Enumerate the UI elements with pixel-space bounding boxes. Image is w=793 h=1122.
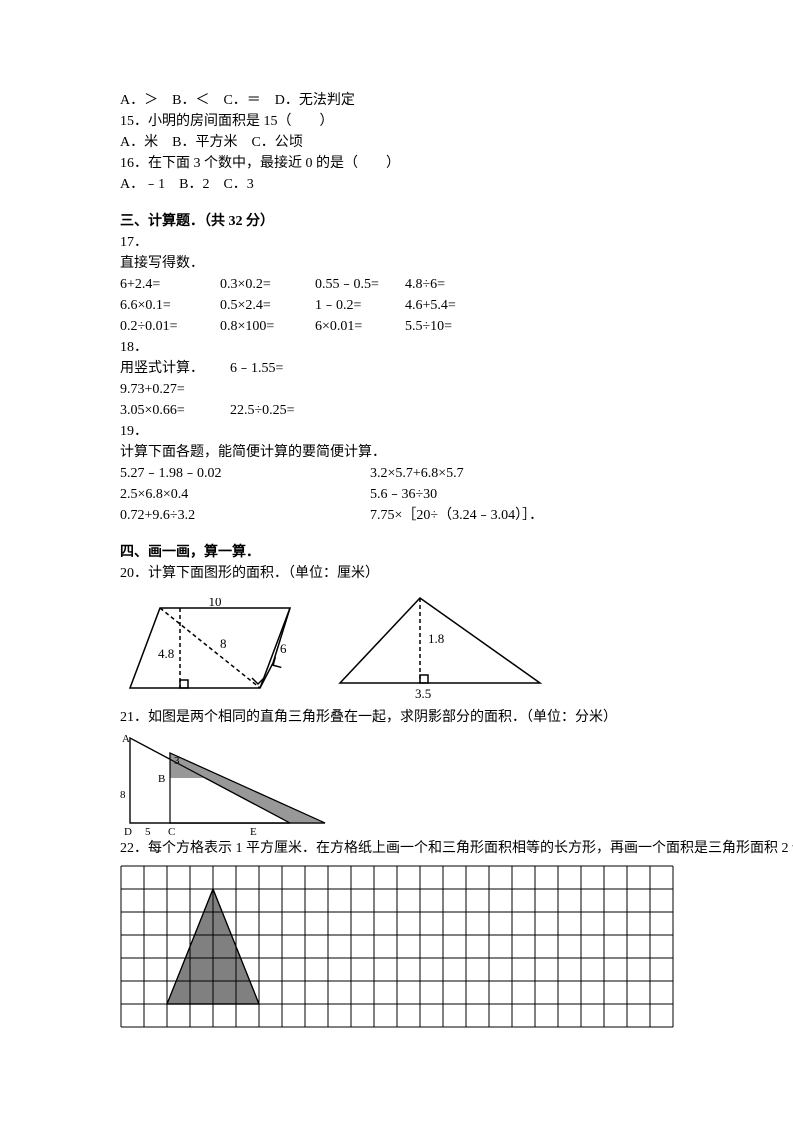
label-10: 10 [209, 598, 222, 609]
calc-cell: 6×0.01= [315, 316, 405, 337]
exam-page: A．＞ B．＜ C．＝ D．无法判定 15．小明的房间面积是 15（ ） A．米… [0, 0, 793, 1122]
label-C: C [168, 826, 175, 838]
calc-cell: 1﹣0.2= [315, 295, 405, 316]
calc-cell: 5.6﹣36÷30 [370, 484, 630, 505]
q17-title: 直接写得数． [120, 253, 673, 274]
label-A: A [122, 733, 130, 745]
q18-title: 用竖式计算． [120, 358, 230, 379]
q18-number: 18． [120, 337, 673, 358]
q14-options: A．＞ B．＜ C．＝ D．无法判定 [120, 90, 673, 111]
calc-cell: 7.75×［20÷（3.24﹣3.04）］． [370, 505, 630, 526]
overlap-triangles-figure: A B C D E 3 8 5 [120, 728, 340, 838]
label-5: 5 [145, 826, 151, 838]
calc-row-3: 0.2÷0.01= 0.8×100= 6×0.01= 5.5÷10= [120, 316, 673, 337]
calc-cell: 9.73+0.27= [120, 379, 230, 400]
calc-cell: 0.3×0.2= [220, 274, 315, 295]
q20-stem: 20．计算下面图形的面积．（单位：厘米） [120, 563, 673, 584]
q18-row-c: 3.05×0.66= 22.5÷0.25= [120, 400, 673, 421]
label-8: 8 [120, 789, 126, 801]
calc-cell: 4.6+5.4= [405, 295, 495, 316]
label-D: D [124, 826, 132, 838]
label-8: 8 [220, 636, 227, 651]
q17-number: 17． [120, 232, 673, 253]
q15-options: A．米 B．平方米 C．公顷 [120, 132, 673, 153]
grid-figure [120, 865, 674, 1028]
calc-cell: 22.5÷0.25= [230, 400, 295, 421]
q15-stem: 15．小明的房间面积是 15（ ） [120, 111, 673, 132]
calc-cell: 0.2÷0.01= [120, 316, 220, 337]
q18-row-b: 9.73+0.27= [120, 379, 673, 400]
calc-cell: 6.6×0.1= [120, 295, 220, 316]
label-6: 6 [280, 641, 287, 656]
calc-cell: 0.5×2.4= [220, 295, 315, 316]
label-1-8: 1.8 [428, 631, 444, 646]
calc-cell: 3.2×5.7+6.8×5.7 [370, 463, 630, 484]
calc-cell: 5.5÷10= [405, 316, 495, 337]
calc-cell: 2.5×6.8×0.4 [120, 484, 370, 505]
calc-cell: 5.27﹣1.98﹣0.02 [120, 463, 370, 484]
calc-cell: 3.05×0.66= [120, 400, 230, 421]
simplify-row-1: 5.27﹣1.98﹣0.02 3.2×5.7+6.8×5.7 [120, 463, 673, 484]
calc-row-1: 6+2.4= 0.3×0.2= 0.55﹣0.5= 4.8÷6= [120, 274, 673, 295]
section-4-heading: 四、画一画，算一算． [120, 542, 673, 563]
calc-cell: 0.55﹣0.5= [315, 274, 405, 295]
q20-figures: 10 8 4.8 6 1.8 3.5 [120, 588, 673, 703]
q21-stem: 21．如图是两个相同的直角三角形叠在一起，求阴影部分的面积．（单位：分米） [120, 707, 673, 728]
calc-cell: 6+2.4= [120, 274, 220, 295]
parallelogram-figure: 10 8 4.8 6 [120, 598, 310, 703]
label-4-8: 4.8 [158, 646, 174, 661]
calc-cell: 0.72+9.6÷3.2 [120, 505, 370, 526]
label-3-5: 3.5 [415, 686, 431, 701]
q19-number: 19． [120, 421, 673, 442]
label-3: 3 [174, 755, 180, 767]
q22-stem-1: 22．每个方格表示 1 平方厘米．在方格纸上画一个和三角形面积相等的长方形，再画… [120, 838, 673, 859]
simplify-row-3: 0.72+9.6÷3.2 7.75×［20÷（3.24﹣3.04）］． [120, 505, 673, 526]
triangle-figure: 1.8 3.5 [330, 588, 550, 703]
q18-row-a: 用竖式计算． 6﹣1.55= [120, 358, 673, 379]
simplify-row-2: 2.5×6.8×0.4 5.6﹣36÷30 [120, 484, 673, 505]
label-B: B [158, 773, 165, 785]
q19-title: 计算下面各题，能简便计算的要简便计算． [120, 442, 673, 463]
q16-options: A．﹣1 B．2 C．3 [120, 174, 673, 195]
calc-cell: 0.8×100= [220, 316, 315, 337]
section-3-heading: 三、计算题．（共 32 分） [120, 211, 673, 232]
calc-cell: 6﹣1.55= [230, 358, 283, 379]
label-E: E [250, 826, 257, 838]
q16-stem: 16．在下面 3 个数中，最接近 0 的是（ ） [120, 153, 673, 174]
calc-row-2: 6.6×0.1= 0.5×2.4= 1﹣0.2= 4.6+5.4= [120, 295, 673, 316]
calc-cell: 4.8÷6= [405, 274, 495, 295]
